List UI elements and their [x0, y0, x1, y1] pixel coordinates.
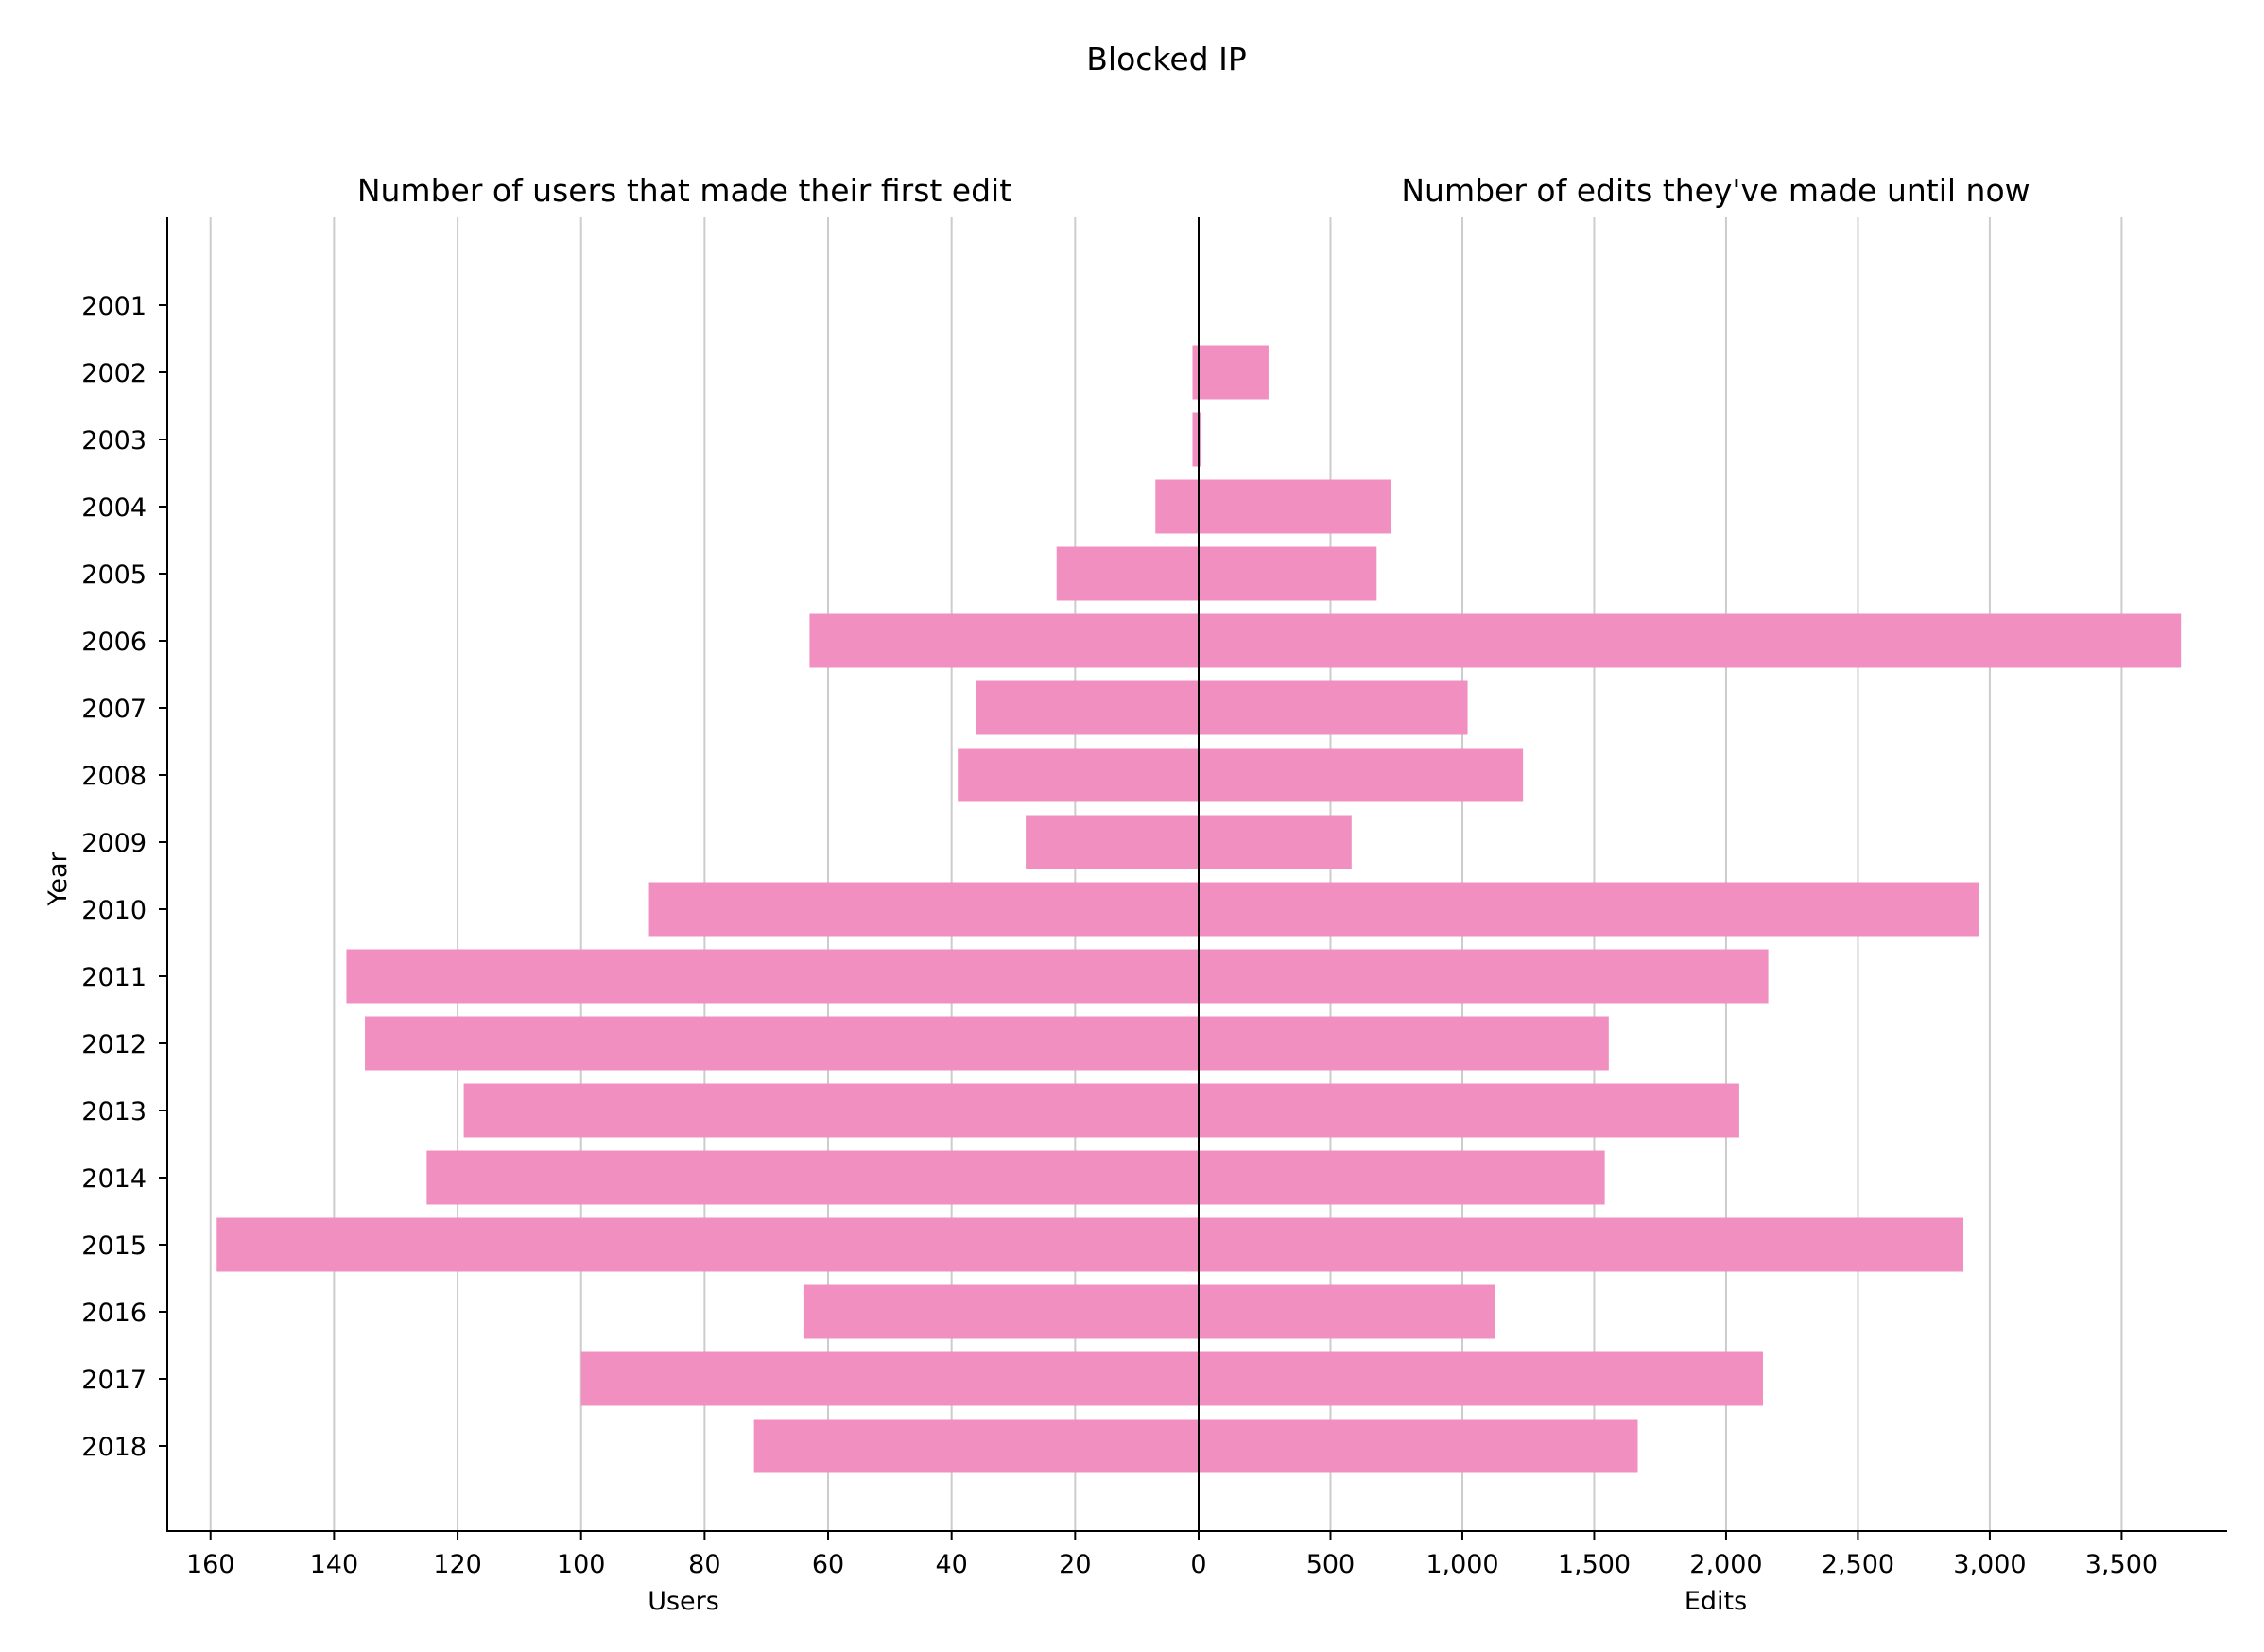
right-x-tick-label: 0	[1190, 1550, 1206, 1579]
users-bar-2007	[976, 680, 1199, 735]
y-tick-label-2014: 2014	[81, 1164, 147, 1194]
users-bar-2005	[1056, 546, 1199, 601]
users-bar-2015	[216, 1217, 1200, 1272]
y-tick-label-2005: 2005	[81, 560, 147, 590]
users-bar-2014	[426, 1150, 1199, 1205]
y-tick-label-2018: 2018	[81, 1433, 147, 1462]
y-tick-label-2013: 2013	[81, 1097, 147, 1127]
ticks-layer: 2001200220032004200520062007200820092010…	[81, 292, 2158, 1579]
y-axis-label: Year	[43, 852, 73, 907]
y-tick-label-2004: 2004	[81, 493, 147, 523]
edits-bar-2007	[1199, 680, 1468, 735]
right-x-axis-label: Edits	[1685, 1587, 1747, 1616]
axes-layer	[166, 217, 2227, 1532]
edits-bar-2017	[1199, 1351, 1764, 1406]
edits-bar-2004	[1199, 479, 1391, 534]
edits-bar-2005	[1199, 546, 1377, 601]
edits-bar-2009	[1199, 815, 1352, 869]
edits-bar-2011	[1199, 949, 1769, 1004]
users-bar-2004	[1155, 479, 1199, 534]
edits-bar-2008	[1199, 748, 1524, 802]
y-tick-label-2012: 2012	[81, 1030, 147, 1059]
right-x-tick-label: 3,000	[1953, 1550, 2026, 1579]
left-x-tick-label: 60	[812, 1550, 844, 1579]
y-tick-label-2008: 2008	[81, 762, 147, 791]
users-bar-2002	[1192, 345, 1199, 400]
y-tick-label-2003: 2003	[81, 426, 147, 456]
y-tick-label-2015: 2015	[81, 1231, 147, 1261]
edits-bar-2018	[1199, 1419, 1638, 1473]
users-bar-2008	[958, 748, 1199, 802]
y-tick-label-2009: 2009	[81, 829, 147, 858]
grid-layer	[209, 217, 2123, 1531]
edits-bar-2016	[1199, 1284, 1495, 1339]
right-x-tick-label: 2,500	[1822, 1550, 1894, 1579]
y-tick-label-2006: 2006	[81, 628, 147, 657]
users-bar-2003	[1192, 412, 1199, 467]
y-tick-label-2002: 2002	[81, 359, 147, 388]
users-bar-2009	[1026, 815, 1199, 869]
edits-bar-2012	[1199, 1016, 1609, 1071]
users-bar-2010	[648, 882, 1199, 937]
left-x-tick-label: 20	[1059, 1550, 1091, 1579]
users-bar-2017	[580, 1351, 1199, 1406]
users-bar-2016	[803, 1284, 1199, 1339]
right-x-tick-label: 1,500	[1558, 1550, 1631, 1579]
left-x-tick-label: 160	[186, 1550, 235, 1579]
right-x-tick-label: 500	[1306, 1550, 1356, 1579]
y-tick-label-2007: 2007	[81, 695, 147, 724]
left-x-tick-label: 40	[936, 1550, 968, 1579]
left-x-tick-label: 100	[557, 1550, 606, 1579]
y-tick-label-2016: 2016	[81, 1299, 147, 1328]
y-tick-label-2011: 2011	[81, 963, 147, 992]
edits-bar-2013	[1199, 1083, 1739, 1138]
left-x-axis-label: Users	[648, 1587, 719, 1616]
right-x-tick-label: 2,000	[1689, 1550, 1762, 1579]
left-x-tick-label: 140	[310, 1550, 359, 1579]
edits-bar-2003	[1199, 412, 1201, 467]
y-tick-label-2017: 2017	[81, 1366, 147, 1395]
right-panel-subtitle: Number of edits they've made until now	[1401, 172, 2030, 209]
edits-bar-2015	[1199, 1217, 1964, 1272]
right-x-tick-label: 3,500	[2085, 1550, 2158, 1579]
chart-title: Blocked IP	[1086, 41, 1246, 77]
left-x-tick-label: 80	[688, 1550, 720, 1579]
right-x-tick-label: 1,000	[1426, 1550, 1498, 1579]
left-panel-subtitle: Number of users that made their first ed…	[357, 172, 1011, 209]
users-bar-2013	[463, 1083, 1200, 1138]
edits-bar-2002	[1199, 345, 1269, 400]
y-tick-label-2010: 2010	[81, 896, 147, 925]
users-bar-2011	[346, 949, 1199, 1004]
users-bar-2018	[753, 1419, 1199, 1473]
users-bar-2012	[365, 1016, 1199, 1071]
edits-bar-2010	[1199, 882, 1979, 937]
left-x-tick-label: 120	[433, 1550, 482, 1579]
users-bar-2006	[809, 613, 1199, 668]
bars-layer	[216, 345, 2182, 1473]
y-tick-label-2001: 2001	[81, 292, 147, 321]
edits-bar-2006	[1199, 613, 2182, 668]
edits-bar-2014	[1199, 1150, 1605, 1205]
